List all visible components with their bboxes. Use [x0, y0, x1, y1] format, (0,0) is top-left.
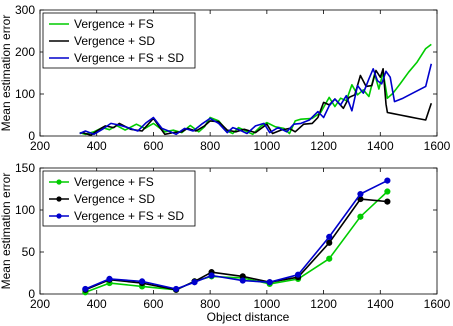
data-point	[239, 277, 246, 284]
x-tick-label: 800	[200, 297, 220, 311]
data-point	[138, 278, 146, 285]
data-point	[208, 272, 215, 279]
data-point	[82, 285, 89, 293]
x-tick-label: 1600	[424, 139, 451, 153]
x-tick-label: 200	[30, 139, 50, 153]
legend: Vergence + FS Vergence + SD Vergence + FS …	[42, 170, 196, 227]
legend-marker	[56, 213, 62, 219]
x-tick-label: 1200	[310, 297, 337, 311]
bottom-chart: 200 400 600 800 1000 1200 1400 1600 0 50 100 150Mea…	[0, 161, 451, 311]
y-axis-label: Mean estimation error	[0, 15, 13, 132]
data-point	[294, 271, 302, 278]
data-point	[326, 255, 333, 262]
series-line-vergence-fs	[79, 43, 432, 136]
x-tick-label: 400	[87, 297, 107, 311]
series-line-vergence-fs-sd	[85, 179, 388, 290]
x-tick-label: 1400	[367, 139, 394, 153]
legend-label: Vergence + FS + SD	[74, 51, 184, 65]
y-axis-label: Mean estimation error	[0, 173, 13, 290]
x-tick-label: 600	[143, 139, 163, 153]
x-tick-label: 200	[30, 297, 50, 311]
x-tick-label: 600	[143, 297, 163, 311]
y-tick-label: 0	[28, 129, 35, 143]
top-chart: 200 400 600 800 1000 1200 1400 1600 0 100 200 300Me…	[0, 3, 451, 153]
x-tick-label: 1200	[310, 139, 337, 153]
y-tick-label: 0	[28, 287, 35, 301]
y-tick-label: 100	[15, 87, 35, 101]
legend-label: Vergence + FS	[74, 175, 154, 189]
y-tick-label: 100	[15, 203, 35, 217]
data-point	[384, 177, 391, 184]
data-point	[173, 285, 180, 293]
series-line-vergence-sd	[79, 68, 433, 136]
data-point	[384, 198, 391, 205]
legend-label: Vergence + SD	[74, 34, 155, 48]
x-tick-label: 400	[87, 139, 107, 153]
y-tick-label: 300	[15, 3, 35, 17]
data-point	[384, 188, 391, 195]
y-tick-label: 200	[15, 45, 35, 59]
x-tick-label: 1000	[254, 297, 281, 311]
y-tick-label: 150	[15, 161, 35, 175]
series-line-vergence-sd	[85, 198, 388, 291]
data-point	[326, 239, 333, 246]
data-point	[266, 279, 273, 286]
legend-marker	[56, 196, 62, 202]
x-tick-label: 1600	[424, 297, 451, 311]
x-axis-label: Object distance	[207, 310, 290, 324]
data-point	[357, 213, 364, 220]
x-tick-label: 1400	[367, 297, 394, 311]
legend-marker	[56, 179, 62, 185]
series-line-vergence-fs-sd	[79, 63, 433, 136]
x-tick-label: 800	[200, 139, 220, 153]
x-tick-label: 1000	[254, 139, 281, 153]
legend: Vergence + FS Vergence + SD Vergence + FS …	[42, 12, 196, 69]
data-point	[357, 190, 364, 198]
data-point	[106, 275, 113, 282]
data-point	[191, 279, 198, 286]
legend-label: Vergence + SD	[74, 192, 155, 206]
legend-label: Vergence + FS + SD	[74, 209, 184, 223]
y-tick-label: 50	[22, 245, 36, 259]
data-point	[326, 233, 333, 240]
legend-label: Vergence + FS	[74, 17, 154, 31]
series-line-vergence-fs	[85, 190, 388, 294]
